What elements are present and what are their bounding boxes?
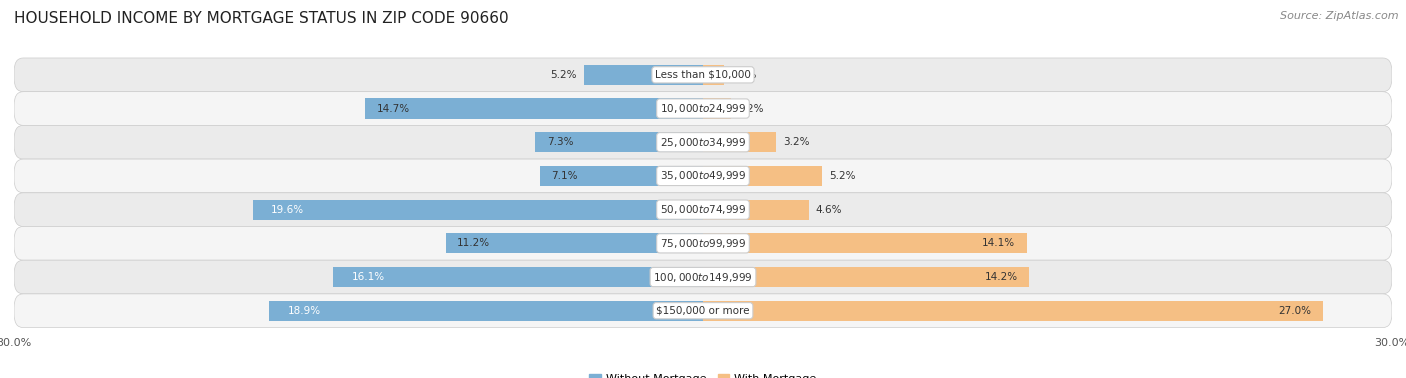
Bar [446, 233, 703, 253]
FancyBboxPatch shape [14, 193, 1392, 226]
Bar [703, 200, 808, 220]
Bar [269, 301, 703, 321]
Text: $10,000 to $24,999: $10,000 to $24,999 [659, 102, 747, 115]
Text: $50,000 to $74,999: $50,000 to $74,999 [659, 203, 747, 216]
Text: $100,000 to $149,999: $100,000 to $149,999 [654, 271, 752, 284]
Text: Less than $10,000: Less than $10,000 [655, 70, 751, 80]
Text: 16.1%: 16.1% [352, 272, 385, 282]
Text: $35,000 to $49,999: $35,000 to $49,999 [659, 169, 747, 183]
Bar [540, 166, 703, 186]
Bar [703, 267, 1029, 287]
Text: 4.6%: 4.6% [815, 204, 842, 215]
Bar [703, 132, 776, 152]
Bar [253, 200, 703, 220]
FancyBboxPatch shape [14, 294, 1392, 328]
FancyBboxPatch shape [14, 226, 1392, 260]
FancyBboxPatch shape [14, 125, 1392, 159]
Text: HOUSEHOLD INCOME BY MORTGAGE STATUS IN ZIP CODE 90660: HOUSEHOLD INCOME BY MORTGAGE STATUS IN Z… [14, 11, 509, 26]
Text: 0.9%: 0.9% [731, 70, 756, 80]
Bar [703, 233, 1026, 253]
Text: 19.6%: 19.6% [271, 204, 304, 215]
Text: Source: ZipAtlas.com: Source: ZipAtlas.com [1281, 11, 1399, 21]
FancyBboxPatch shape [14, 58, 1392, 92]
Text: 7.1%: 7.1% [551, 171, 578, 181]
Text: 14.1%: 14.1% [983, 239, 1015, 248]
Text: 27.0%: 27.0% [1278, 306, 1312, 316]
FancyBboxPatch shape [14, 159, 1392, 193]
Text: 5.2%: 5.2% [550, 70, 576, 80]
Text: $25,000 to $34,999: $25,000 to $34,999 [659, 136, 747, 149]
Text: 11.2%: 11.2% [457, 239, 491, 248]
Bar [703, 301, 1323, 321]
FancyBboxPatch shape [14, 92, 1392, 125]
Bar [583, 65, 703, 85]
FancyBboxPatch shape [14, 260, 1392, 294]
Text: 3.2%: 3.2% [783, 137, 810, 147]
Text: 1.2%: 1.2% [738, 104, 763, 113]
Bar [703, 166, 823, 186]
Bar [703, 65, 724, 85]
Text: 7.3%: 7.3% [547, 137, 574, 147]
Bar [366, 98, 703, 119]
Bar [703, 98, 731, 119]
Text: $150,000 or more: $150,000 or more [657, 306, 749, 316]
Bar [536, 132, 703, 152]
Text: 5.2%: 5.2% [830, 171, 856, 181]
Text: 18.9%: 18.9% [287, 306, 321, 316]
Text: 14.7%: 14.7% [377, 104, 411, 113]
Legend: Without Mortgage, With Mortgage: Without Mortgage, With Mortgage [585, 370, 821, 378]
Text: $75,000 to $99,999: $75,000 to $99,999 [659, 237, 747, 250]
Text: 14.2%: 14.2% [984, 272, 1018, 282]
Bar [333, 267, 703, 287]
